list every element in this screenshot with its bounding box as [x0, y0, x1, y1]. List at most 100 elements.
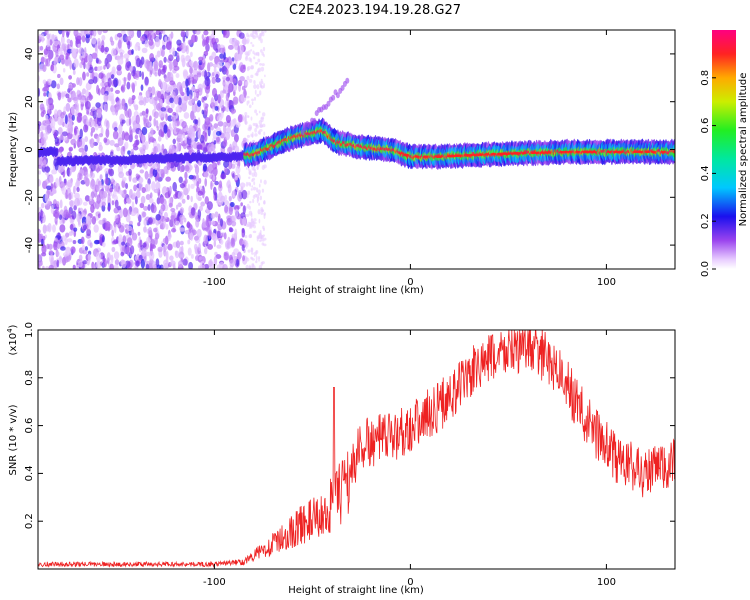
spectrogram-peak-cell	[453, 154, 459, 158]
spectrogram-cell	[246, 203, 250, 209]
spectrogram-cell	[203, 234, 209, 245]
spectrogram-cell	[213, 240, 217, 247]
spectrogram-cell	[123, 163, 128, 169]
spectrogram-cell	[130, 245, 135, 255]
spectrogram-cell	[38, 263, 41, 269]
spectrogram-cell	[183, 217, 187, 223]
spectrogram-cell	[210, 212, 216, 219]
spectrogram-cell	[225, 76, 231, 82]
spectrogram-cell	[98, 133, 104, 138]
spectrogram-cell	[94, 123, 99, 131]
spectrogram-peak-cell	[476, 153, 482, 156]
spectrogram-cell	[260, 78, 263, 83]
spectrogram-cell	[197, 117, 201, 128]
spectrogram-cell	[97, 180, 102, 186]
spectrogram-cell	[222, 122, 226, 128]
spectrogram-cell	[52, 35, 58, 40]
spectrogram-cell	[162, 237, 168, 244]
spectrogram-cell	[202, 163, 207, 172]
spectrogram-cell	[260, 38, 263, 44]
spectrogram-cell	[115, 217, 121, 224]
spectrogram-cell	[116, 64, 122, 71]
spectrogram-cell	[198, 177, 202, 185]
spectrogram-cell	[99, 174, 103, 181]
spectrogram-cell	[187, 183, 191, 192]
spectrogram-cell	[107, 221, 111, 228]
spectrogram-cell	[138, 186, 142, 191]
spectrogram-cell	[160, 68, 166, 75]
spectrogram-cell	[211, 76, 216, 85]
spectrogram-cell	[40, 202, 45, 209]
spectrogram-cell	[228, 206, 233, 216]
spectrogram-cell	[212, 63, 218, 68]
spectrogram-cell	[214, 99, 217, 108]
spectrogram-cell	[242, 255, 246, 262]
spectrogram-cell	[130, 211, 137, 217]
spectrogram-cell	[257, 130, 261, 135]
spectrogram-cell	[41, 238, 44, 246]
spectrogram-cell	[106, 252, 111, 262]
spectrogram-cell	[163, 56, 167, 63]
spectrogram-cell	[247, 115, 250, 119]
spectrogram-cell	[151, 204, 157, 214]
spectrogram-cell	[196, 181, 200, 188]
spectrogram-cell	[246, 66, 250, 72]
spectrogram-cell	[254, 193, 258, 198]
spectrogram-cell	[254, 127, 258, 133]
spectrogram-cell	[117, 205, 122, 211]
spectrogram-cell	[86, 228, 92, 237]
spectrogram-cell	[150, 244, 156, 249]
spectrogram-cell	[191, 103, 198, 113]
spectrogram-cell	[71, 210, 77, 220]
spectrogram-cell	[89, 196, 92, 201]
spectrogram-cell	[56, 83, 61, 90]
spectrogram-cell	[114, 259, 120, 266]
spectrogram-cell	[188, 261, 194, 269]
spectrogram-cell	[57, 92, 62, 97]
spectrogram-cell	[122, 104, 126, 110]
spectrogram-cell	[145, 89, 151, 98]
spectrogram-cell	[118, 171, 125, 179]
spectrogram-ridge-cell	[672, 149, 675, 154]
spectrogram-cell	[57, 243, 60, 249]
spectrogram-cell	[38, 254, 43, 261]
spectrogram-cell	[135, 173, 139, 178]
spectrogram-cell	[167, 86, 173, 92]
spectrogram-cell	[261, 30, 264, 35]
spectrogram-cell	[84, 144, 88, 152]
spectrogram-cell	[139, 169, 145, 174]
spectrogram-cell	[257, 52, 260, 57]
spectrogram-cell	[59, 134, 64, 141]
spectrogram-cell	[117, 39, 122, 49]
spectrogram-cell	[103, 93, 109, 103]
spectrogram-cell	[93, 239, 100, 245]
spectrogram-cell	[222, 89, 227, 94]
spectrogram-cell	[42, 64, 47, 73]
spectrogram-cell	[190, 34, 196, 44]
spectrogram-cell	[241, 189, 248, 200]
spectrogram-cell	[182, 69, 188, 77]
spectrogram-cell	[210, 97, 215, 107]
spectrogram-cell	[126, 81, 131, 90]
spectrogram-cell	[216, 230, 221, 239]
spectrogram-cell	[190, 232, 194, 242]
spectrogram-cell	[152, 168, 158, 178]
spectrogram-cell	[255, 260, 258, 264]
spectrogram-peak-cell	[449, 154, 455, 158]
spectrogram-cell	[250, 188, 253, 191]
spectrogram-cell	[80, 236, 85, 245]
spectrogram-cell	[97, 213, 101, 219]
spectrogram-cell	[45, 266, 50, 269]
snr-xlabel: Height of straight line (km)	[288, 585, 424, 596]
spectrogram-cell	[126, 225, 133, 232]
spectrogram-cell	[161, 48, 165, 58]
spectrogram-cell	[71, 167, 76, 173]
colorbar-tick-label: 0.4	[700, 165, 711, 181]
spectrogram-cell	[82, 71, 86, 81]
spectrogram-cell	[254, 171, 258, 178]
spectrogram-cell	[102, 217, 107, 223]
spectrogram-cell	[245, 257, 250, 262]
spectrogram-cell	[140, 35, 146, 42]
spectrogram-cell	[84, 125, 88, 131]
